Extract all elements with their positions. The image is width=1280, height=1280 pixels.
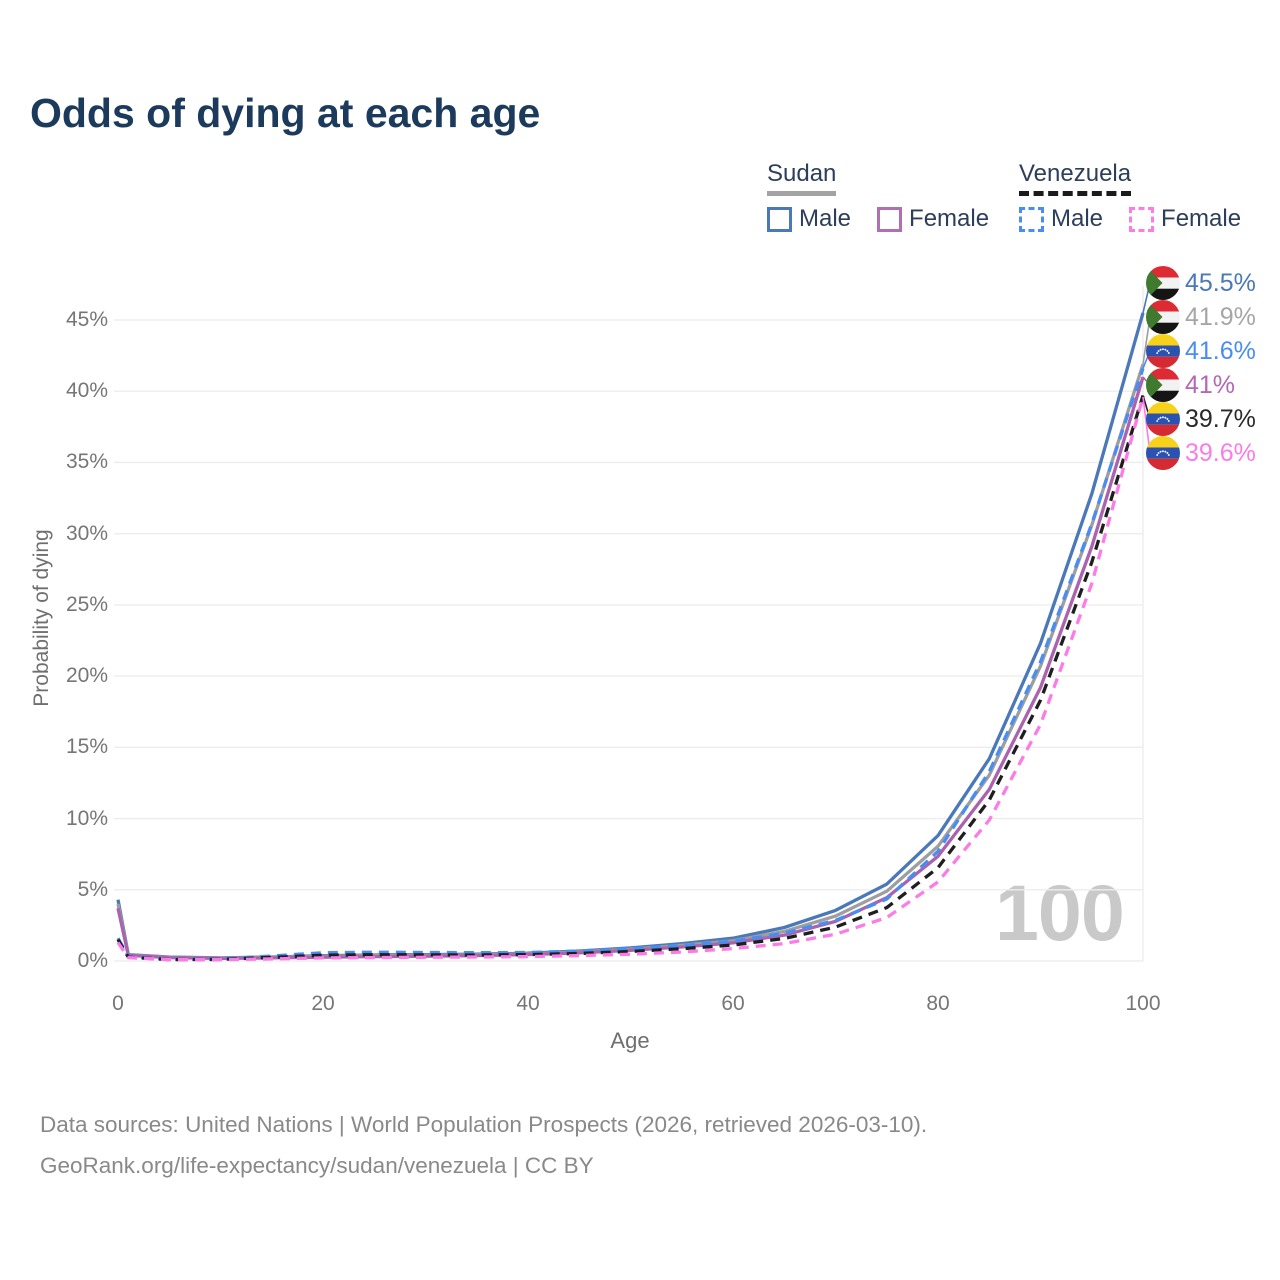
series-line-venezuela-male[interactable] [116,367,1145,961]
legend-header-venezuela[interactable]: Venezuela [1019,160,1132,196]
y-axis-title: Probability of dying [30,529,53,707]
venezuela-flag-icon [1146,436,1180,470]
legend-item-label: Female [909,205,990,232]
end-label-row-venezuela-female: 39.6% [1146,436,1256,470]
x-axis-title: Age [610,1028,650,1053]
y-tick-label-5: 5% [77,877,108,901]
end-value-venezuela-female: 39.6% [1185,438,1256,467]
age-watermark: 100 [995,868,1125,957]
legend-item-sudan-female[interactable]: Female [877,205,989,233]
y-tick-label-0: 0% [77,949,108,972]
end-label-row-venezuela-male: 41.6% [1146,334,1256,368]
y-tick-label-20: 20% [65,664,108,688]
series-line-sudan-male[interactable] [116,312,1145,960]
series-line-venezuela-female[interactable] [116,396,1145,962]
end-label-row-sudan-both: 41.9% [1146,300,1256,334]
end-label-row-sudan-male: 45.5% [1146,266,1256,300]
y-tick-label-10: 10% [65,806,108,830]
end-labels: 45.5% 41.9% 41.6% 41% 39.7% 39.6% [1146,266,1256,470]
venezuela-female-swatch [1129,206,1155,232]
y-tick-label-40: 40% [65,379,108,403]
sudan-female-swatch [877,206,903,232]
legend-header-sudan[interactable]: Sudan [767,160,837,196]
attribution-line: GeoRank.org/life-expectancy/sudan/venezu… [40,1153,594,1178]
sudan-flag-icon [1146,266,1180,300]
venezuela-flag-icon [1146,334,1180,368]
y-tick-label-30: 30% [65,521,108,545]
y-tick-label-45: 45% [65,308,108,331]
end-label-row-sudan-female: 41% [1146,368,1256,402]
venezuela-male-swatch [1019,206,1044,232]
sudan-flag-icon [1146,300,1180,334]
y-tick-label-15: 15% [65,735,108,759]
x-tick-label-0: 0 [112,992,124,1015]
series-line-sudan-both[interactable] [116,363,1145,960]
venezuela-flag-icon [1146,402,1180,436]
x-tick-label-20: 20 [311,992,335,1015]
sudan-male-swatch [767,206,792,232]
data-sources-line: Data sources: United Nations | World Pop… [40,1112,928,1137]
legend-item-sudan-male[interactable]: Male [767,205,851,233]
end-value-sudan-both: 41.9% [1185,302,1256,331]
legend-item-venezuela-male[interactable]: Male [1019,205,1103,233]
legend-group-sudan: Sudan Male Female [767,160,989,233]
venezuela-line-swatch [1019,191,1132,196]
sudan-line-swatch [767,191,837,196]
legend-item-label: Male [799,205,852,232]
end-value-sudan-female: 41% [1185,370,1236,399]
end-value-venezuela-male: 41.6% [1185,336,1256,365]
x-tick-label-100: 100 [1125,992,1161,1015]
x-tick-label-80: 80 [926,992,950,1015]
x-tick-label-60: 60 [721,992,745,1015]
footer: Data sources: United Nations | World Pop… [40,1104,927,1186]
legend-country-label-sudan: Sudan [767,160,837,187]
series-line-venezuela-both[interactable] [116,395,1145,962]
legend-group-venezuela: Venezuela Male Female [1019,160,1241,233]
series-line-sudan-female[interactable] [116,376,1145,961]
legend-country-label-venezuela: Venezuela [1019,160,1132,187]
x-tick-label-40: 40 [516,992,540,1015]
end-value-venezuela-both: 39.7% [1185,404,1256,433]
legend-item-venezuela-female[interactable]: Female [1129,205,1241,233]
y-tick-label-35: 35% [65,450,108,474]
legend-item-label: Male [1051,205,1104,232]
sudan-flag-icon [1146,368,1180,402]
end-label-row-venezuela-both: 39.7% [1146,402,1256,436]
end-value-sudan-male: 45.5% [1185,268,1256,297]
y-tick-label-25: 25% [65,592,108,616]
legend-item-label: Female [1161,205,1242,232]
page-title: Odds of dying at each age [30,90,541,136]
